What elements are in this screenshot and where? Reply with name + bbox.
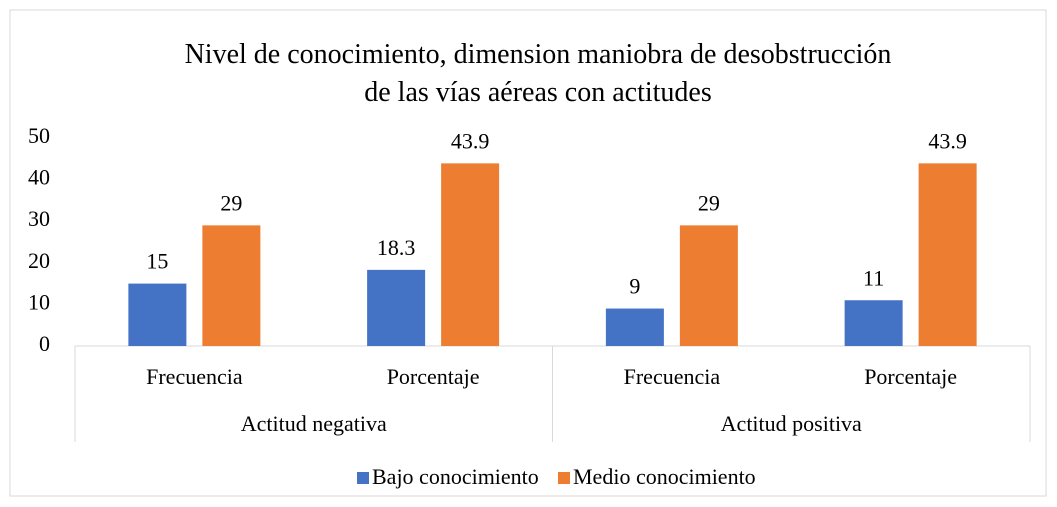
legend-swatch: [558, 472, 570, 484]
y-tick-label: 30: [28, 206, 50, 231]
legend-swatch: [357, 472, 369, 484]
y-tick-label: 50: [28, 123, 50, 148]
bar: [844, 300, 903, 346]
bar: [202, 225, 261, 346]
y-tick-label: 10: [28, 289, 50, 314]
y-tick-label: 0: [39, 331, 50, 356]
x-tick-label: Frecuencia: [624, 364, 721, 389]
bar: [918, 163, 977, 346]
legend-label: Bajo conocimiento: [372, 464, 539, 489]
value-label: 43.9: [451, 128, 490, 153]
x-tick-label: Porcentaje: [864, 364, 957, 389]
bar: [441, 163, 500, 346]
y-tick-label: 40: [28, 165, 50, 190]
group-label: Actitud positiva: [721, 411, 862, 436]
value-label: 15: [146, 249, 168, 274]
bar: [128, 283, 187, 346]
group-label: Actitud negativa: [241, 411, 387, 436]
legend-label: Medio conocimiento: [573, 464, 756, 489]
bar: [605, 308, 664, 346]
y-tick-label: 20: [28, 248, 50, 273]
bar: [367, 269, 426, 346]
chart-frame: [9, 9, 1047, 497]
x-tick-label: Porcentaje: [387, 364, 480, 389]
value-label: 9: [629, 274, 640, 299]
value-label: 18.3: [377, 235, 416, 260]
value-label: 29: [698, 190, 720, 215]
value-label: 29: [220, 190, 242, 215]
bar: [679, 225, 738, 346]
value-label: 43.9: [928, 128, 967, 153]
value-label: 11: [863, 265, 884, 290]
chart-title: Nivel de conocimiento, dimension maniobr…: [184, 39, 892, 108]
x-tick-label: Frecuencia: [146, 364, 243, 389]
